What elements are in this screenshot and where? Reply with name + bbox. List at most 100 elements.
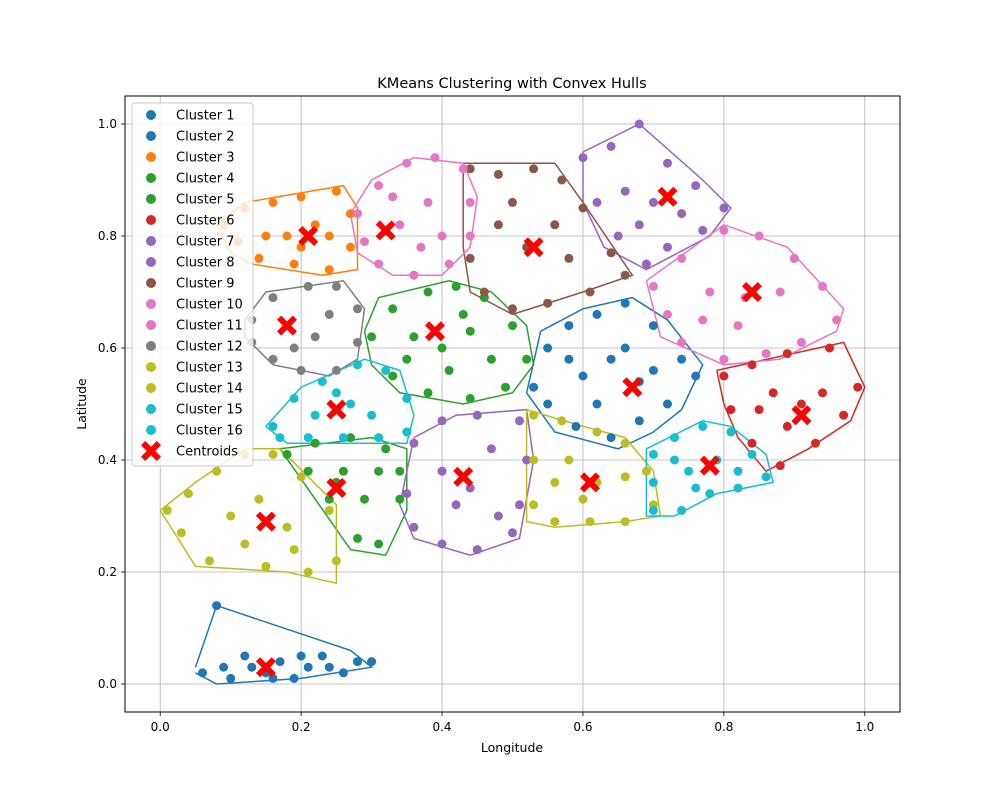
cluster-point bbox=[620, 270, 630, 280]
legend-marker bbox=[141, 441, 161, 461]
legend-marker bbox=[146, 131, 156, 141]
cluster-point bbox=[374, 466, 384, 476]
cluster-point bbox=[289, 259, 299, 269]
cluster-point bbox=[367, 657, 377, 667]
centroid-marker bbox=[277, 315, 297, 336]
cluster-point bbox=[282, 231, 292, 241]
cluster-point bbox=[465, 197, 475, 207]
cluster-point bbox=[437, 466, 447, 476]
cluster-point bbox=[663, 158, 672, 168]
cluster-point bbox=[360, 237, 369, 247]
cluster-point bbox=[296, 192, 306, 202]
legend-label: Cluster 5 bbox=[176, 193, 235, 208]
cluster-point bbox=[508, 304, 517, 314]
cluster-point bbox=[331, 556, 341, 566]
cluster-point bbox=[670, 433, 679, 443]
cluster-point bbox=[620, 298, 630, 308]
cluster-point bbox=[564, 354, 574, 364]
cluster-point bbox=[698, 225, 708, 235]
cluster-point bbox=[409, 270, 419, 280]
cluster-point bbox=[726, 405, 736, 415]
cluster-point bbox=[346, 209, 355, 219]
cluster-point bbox=[282, 449, 292, 459]
cluster-point bbox=[677, 337, 687, 347]
legend-marker bbox=[146, 152, 156, 162]
x-tick-label: 0.6 bbox=[573, 720, 592, 734]
cluster-point bbox=[451, 500, 461, 510]
cluster-point bbox=[402, 393, 412, 403]
cluster-point bbox=[620, 186, 630, 196]
cluster-point bbox=[303, 433, 313, 443]
cluster-point bbox=[733, 466, 743, 476]
cluster-point bbox=[726, 427, 736, 437]
cluster-hull bbox=[582, 123, 732, 271]
cluster-point bbox=[402, 489, 412, 499]
cluster-point bbox=[648, 197, 658, 207]
cluster-point bbox=[486, 444, 496, 454]
cluster-point bbox=[303, 567, 313, 577]
cluster-point bbox=[338, 668, 348, 678]
cluster-point bbox=[268, 449, 278, 459]
cluster-point bbox=[353, 533, 362, 543]
cluster-point bbox=[247, 662, 257, 672]
cluster-point bbox=[317, 651, 327, 661]
cluster-point bbox=[641, 466, 651, 476]
cluster-point bbox=[522, 354, 532, 364]
cluster-point bbox=[543, 399, 553, 409]
cluster-point bbox=[268, 293, 278, 303]
cluster-point bbox=[472, 410, 482, 420]
cluster-point bbox=[508, 321, 517, 331]
cluster-point bbox=[648, 281, 658, 291]
cluster-point bbox=[529, 500, 539, 510]
legend-marker bbox=[146, 236, 156, 246]
cluster-point bbox=[374, 433, 384, 443]
cluster-point bbox=[303, 281, 313, 291]
centroid-marker bbox=[791, 405, 812, 426]
cluster-point bbox=[268, 197, 278, 207]
cluster-point bbox=[578, 371, 588, 381]
cluster-point bbox=[634, 416, 644, 426]
cluster-point bbox=[268, 354, 278, 364]
y-tick-label: 0.4 bbox=[98, 453, 117, 467]
cluster-point bbox=[444, 259, 454, 269]
legend-marker bbox=[146, 215, 156, 225]
legend-label: Cluster 7 bbox=[176, 235, 235, 250]
cluster-point bbox=[754, 231, 764, 241]
cluster-point bbox=[479, 287, 489, 297]
legend-label: Cluster 4 bbox=[176, 172, 235, 187]
legend-marker bbox=[146, 194, 156, 204]
plot-frame bbox=[124, 95, 901, 713]
cluster-point bbox=[691, 181, 701, 191]
cluster-point bbox=[585, 517, 595, 527]
cluster-point bbox=[508, 528, 517, 538]
centroid-marker bbox=[326, 478, 347, 498]
cluster-point bbox=[515, 416, 524, 426]
cluster-point bbox=[634, 119, 644, 129]
cluster-point bbox=[289, 393, 299, 403]
cluster-point bbox=[395, 494, 405, 504]
legend-label: Cluster 15 bbox=[176, 403, 243, 418]
cluster-point bbox=[522, 455, 532, 465]
cluster-point bbox=[261, 231, 271, 241]
cluster-point bbox=[402, 427, 412, 437]
cluster-point bbox=[240, 539, 250, 549]
cluster-point bbox=[811, 438, 820, 448]
legend-marker bbox=[146, 173, 156, 183]
legend-marker bbox=[146, 362, 156, 372]
cluster-point bbox=[620, 343, 630, 353]
cluster-point bbox=[684, 466, 694, 476]
cluster-point bbox=[395, 466, 405, 476]
cluster-hull bbox=[159, 448, 338, 585]
cluster-point bbox=[515, 500, 524, 510]
cluster-point bbox=[388, 371, 398, 381]
centroid-markers bbox=[255, 186, 812, 678]
cluster-point bbox=[226, 673, 236, 683]
cluster-point bbox=[317, 377, 327, 387]
cluster-point bbox=[324, 505, 334, 515]
cluster-point bbox=[409, 438, 419, 448]
chart-title: KMeans Clustering with Convex Hulls bbox=[377, 76, 646, 92]
x-tick-label: 0.8 bbox=[714, 720, 733, 734]
cluster-point bbox=[670, 455, 679, 465]
scatter-points bbox=[162, 119, 863, 683]
cluster-point bbox=[416, 242, 426, 252]
